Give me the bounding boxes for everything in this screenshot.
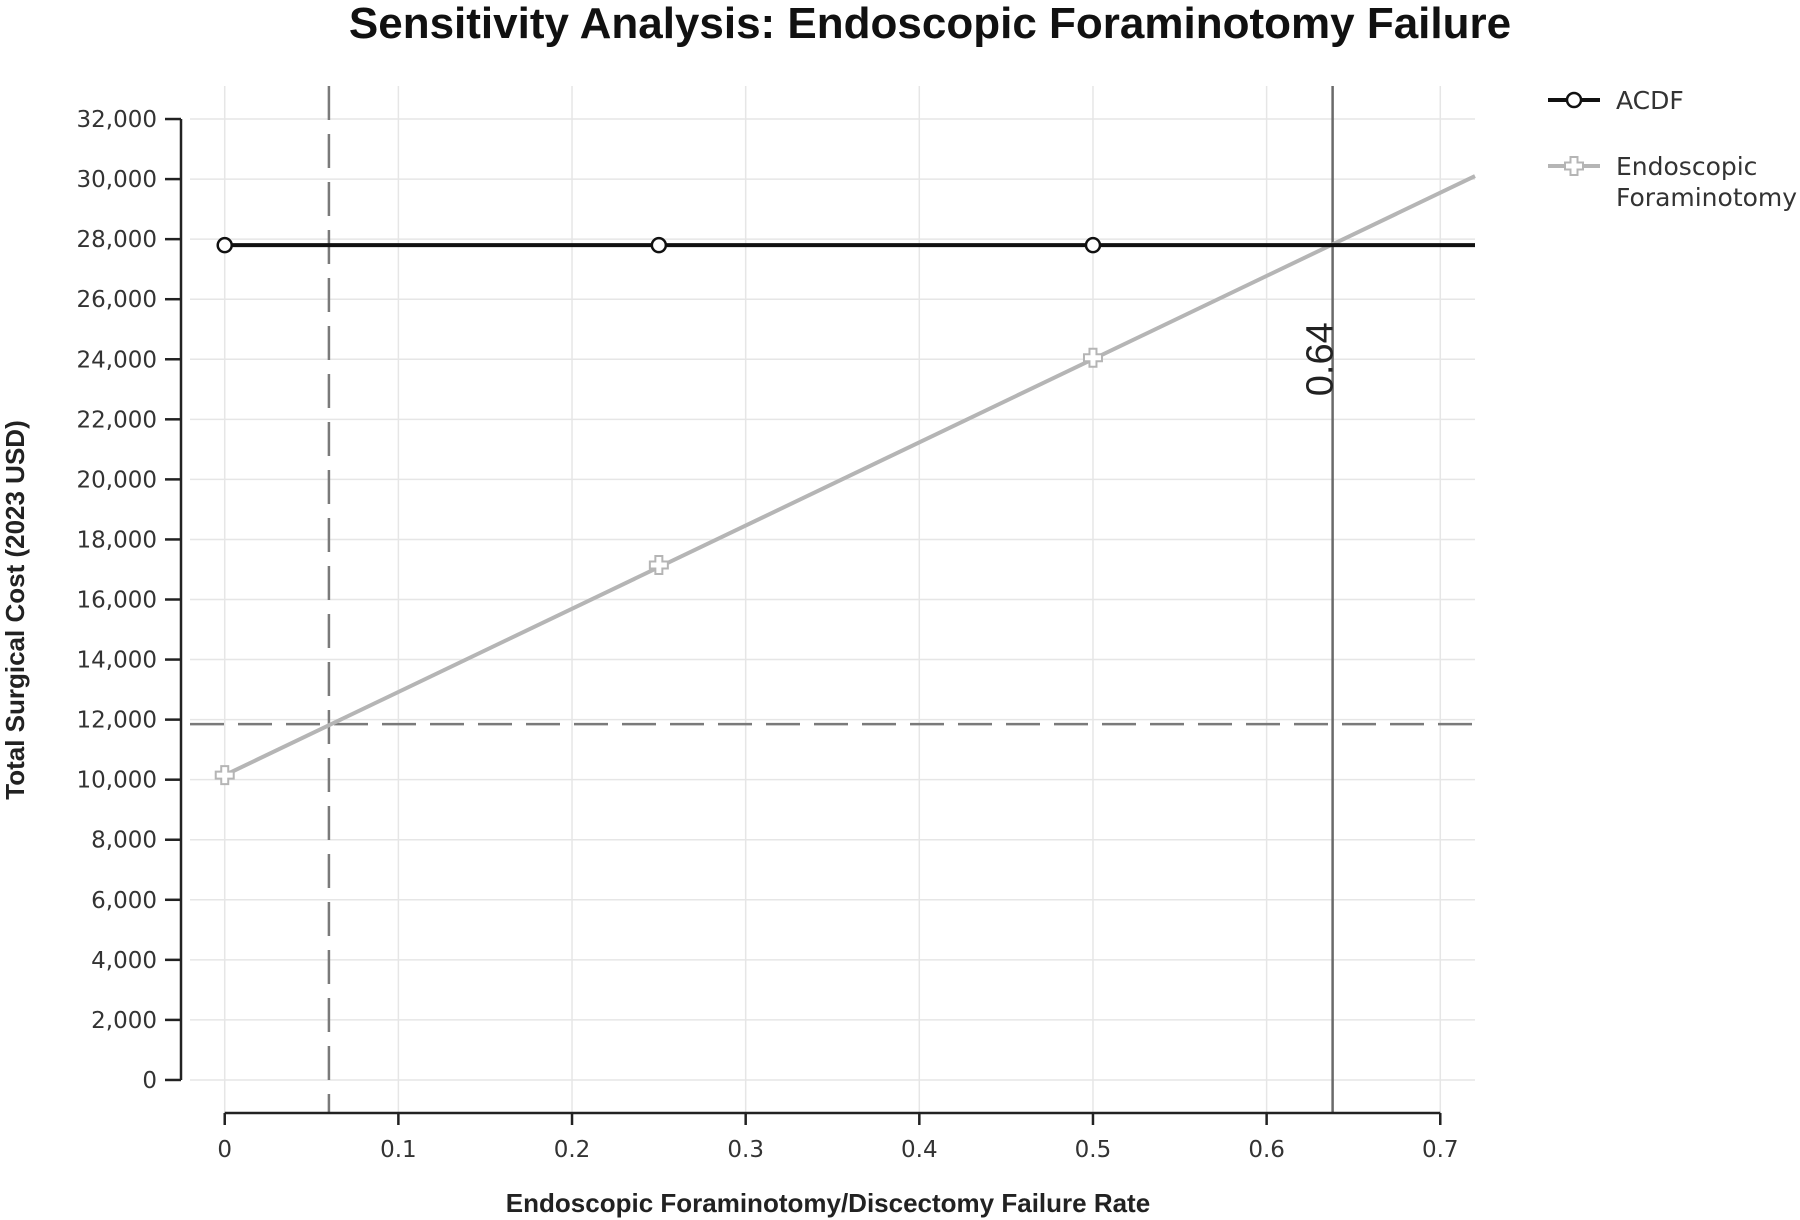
- chart-title: Sensitivity Analysis: Endoscopic Foramin…: [349, 0, 1511, 48]
- x-tick-label-0: 0: [217, 1137, 232, 1163]
- x-tick-label-2: 0.2: [554, 1137, 591, 1163]
- x-tick-label-6: 0.6: [1248, 1137, 1285, 1163]
- x-tick-label-5: 0.5: [1075, 1137, 1112, 1163]
- y-tick-label-5: 10,000: [77, 768, 157, 794]
- endoscopic-foraminotomy-marker-2: [1082, 347, 1103, 368]
- x-tick-label-3: 0.3: [727, 1137, 764, 1163]
- tick-labels: 0 2,000 4,000 6,000 8,000 10,000 12,000 14,000 1…: [77, 107, 1459, 1163]
- annotation-0: 0.64: [1300, 322, 1342, 396]
- annotations: 0.64: [1300, 322, 1342, 396]
- y-tick-label-15: 30,000: [77, 167, 157, 193]
- y-tick-label-1: 2,000: [91, 1008, 157, 1034]
- legend: ACDF Endoscopic Foraminotomy: [1548, 86, 1797, 212]
- y-tick-label-10: 20,000: [77, 467, 157, 493]
- y-tick-label-0: 0: [142, 1068, 157, 1094]
- x-tick-label-4: 0.4: [901, 1137, 938, 1163]
- y-tick-label-6: 12,000: [77, 708, 157, 734]
- y-tick-label-3: 6,000: [91, 888, 157, 914]
- y-tick-label-12: 24,000: [77, 347, 157, 373]
- y-axis-label: Total Surgical Cost (2023 USD): [0, 420, 30, 800]
- series-lines: [223, 174, 1476, 777]
- y-tick-label-8: 16,000: [77, 588, 157, 614]
- acdf-marker-0: [216, 236, 233, 254]
- reference-lines: [190, 86, 1475, 1113]
- legend-label-acdf: ACDF: [1616, 86, 1684, 115]
- endoscopic-foraminotomy-marker-1: [648, 554, 669, 575]
- y-tick-label-16: 32,000: [77, 107, 157, 133]
- y-tick-label-2: 4,000: [91, 948, 157, 974]
- y-tick-label-14: 28,000: [77, 227, 157, 253]
- endoscopic-foraminotomy-marker-0: [214, 765, 235, 786]
- legend-marker-acdf: [1565, 91, 1583, 109]
- legend-marker-endoscopic-foraminotomy: [1564, 156, 1584, 176]
- series-markers: [214, 236, 1103, 786]
- y-tick-label-13: 26,000: [77, 287, 157, 313]
- legend-label-endoscopic-foraminotomy: Endoscopic Foraminotomy: [1616, 152, 1797, 212]
- y-tick-label-11: 22,000: [77, 407, 157, 433]
- acdf-marker-2: [1084, 236, 1102, 254]
- grid-lines: [190, 86, 1475, 1113]
- acdf-marker-1: [650, 236, 668, 254]
- x-tick-label-1: 0.1: [380, 1137, 417, 1163]
- x-axis-label: Endoscopic Foraminotomy/Discectomy Failu…: [506, 1188, 1150, 1218]
- y-tick-label-7: 14,000: [77, 648, 157, 674]
- y-tick-label-9: 18,000: [77, 527, 157, 553]
- y-tick-label-4: 8,000: [91, 828, 157, 854]
- axes: [165, 117, 1442, 1125]
- series-line-endoscopic-foraminotomy: [223, 174, 1476, 777]
- x-tick-label-7: 0.7: [1422, 1137, 1459, 1163]
